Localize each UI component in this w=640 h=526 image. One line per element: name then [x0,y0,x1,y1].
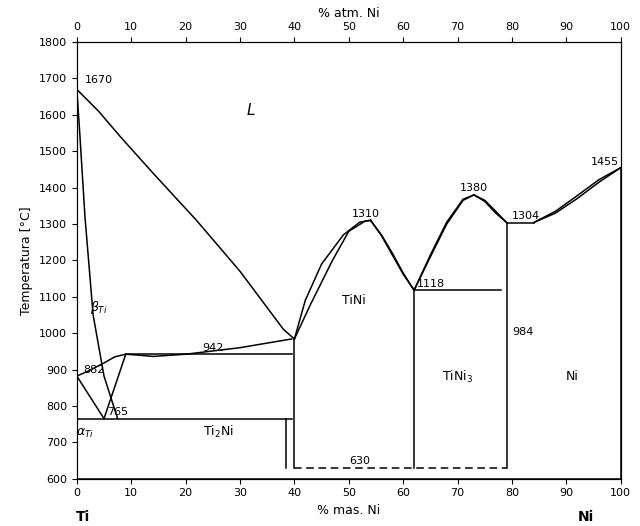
Text: Ti$_2$Ni: Ti$_2$Ni [203,424,234,440]
Text: 1304: 1304 [512,211,540,221]
Text: 630: 630 [349,456,370,466]
Text: Ni: Ni [577,510,594,524]
Text: 984: 984 [512,328,533,338]
Text: 1380: 1380 [460,183,488,193]
Text: $\alpha_{Ti}$: $\alpha_{Ti}$ [76,427,94,440]
Text: L: L [246,103,255,118]
X-axis label: % atm. Ni: % atm. Ni [318,7,380,20]
Text: 942: 942 [202,343,223,353]
Y-axis label: Temperatura [°C]: Temperatura [°C] [20,206,33,315]
Text: TiNi$_3$: TiNi$_3$ [442,368,473,385]
Text: Ti: Ti [76,510,90,524]
Text: 1455: 1455 [591,157,619,167]
Text: 1670: 1670 [85,75,113,85]
Text: $\beta_{Ti}$: $\beta_{Ti}$ [90,299,108,316]
Text: Ni: Ni [565,370,579,383]
X-axis label: % mas. Ni: % mas. Ni [317,504,380,517]
Text: 765: 765 [107,407,128,417]
Text: TiNi: TiNi [342,294,366,307]
Text: 882: 882 [83,365,105,375]
Text: 1310: 1310 [351,208,380,218]
Text: 1118: 1118 [417,279,445,289]
